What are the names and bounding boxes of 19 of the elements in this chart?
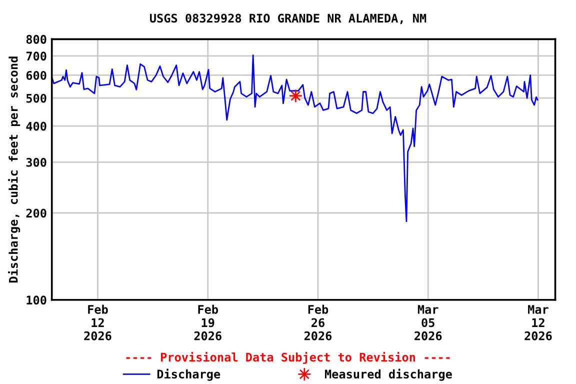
- legend-label: Measured discharge: [324, 368, 452, 381]
- y-tick-label: 200: [26, 208, 46, 218]
- y-axis-title: Discharge, cubic feet per second: [8, 56, 20, 282]
- chart-title: USGS 08329928 RIO GRANDE NR ALAMEDA, NM: [150, 14, 426, 24]
- y-tick-label: 800: [26, 34, 46, 44]
- x-tick-label: Mar 12 2026: [524, 305, 552, 340]
- y-tick-label: 400: [26, 122, 46, 131]
- x-tick-label: Feb 19 2026: [194, 304, 222, 340]
- y-tick-label: 300: [26, 158, 46, 167]
- y-tick-label: 100: [26, 296, 46, 305]
- line-series: [52, 54, 538, 222]
- x-tick-label: Feb 12 2026: [84, 304, 112, 340]
- text: ---- Provisional Data Subject to Revision ----: [126, 352, 450, 364]
- x-tick-label: Feb 26 2026: [304, 304, 332, 340]
- y-tick-label: 500: [26, 94, 46, 103]
- legend-label: Discharge: [157, 368, 220, 381]
- y-tick-label: 700: [26, 52, 46, 61]
- y-tick-label: 600: [26, 70, 46, 80]
- x-tick-label: Mar 05 2026: [414, 305, 442, 340]
